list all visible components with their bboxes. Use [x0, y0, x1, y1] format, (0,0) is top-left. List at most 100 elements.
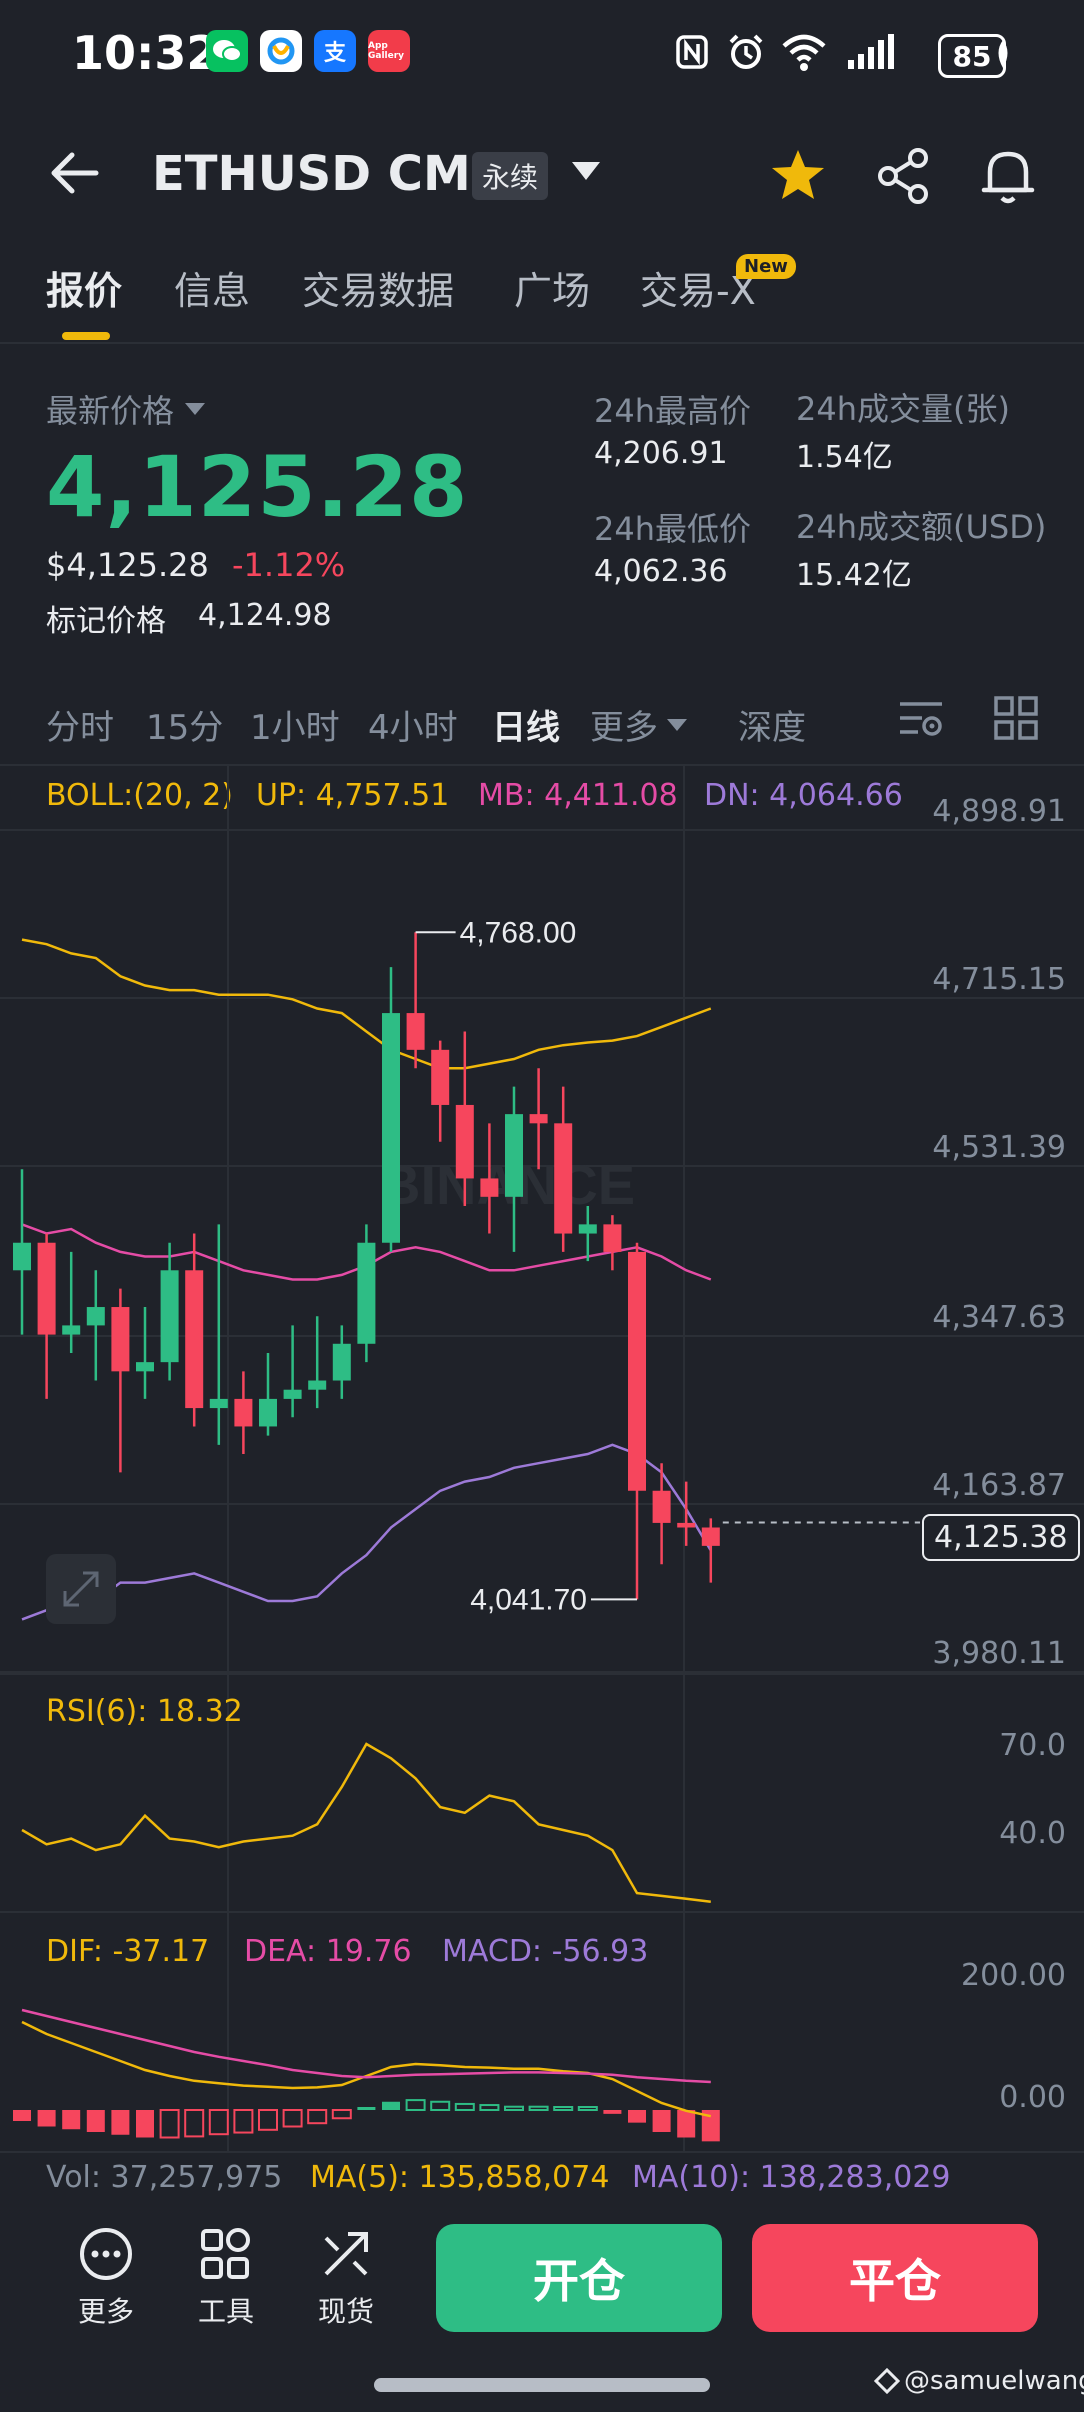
- macd-histogram-bar: [111, 2110, 130, 2135]
- mark-price-value: 4,124.98: [198, 598, 332, 633]
- macd-histogram-bar: [405, 2099, 426, 2112]
- macd-histogram-bar: [603, 2110, 622, 2114]
- last-price-value: 4,125.28: [46, 438, 469, 536]
- candle-body: [332, 1343, 351, 1381]
- credit-text: @samuelwang: [904, 2366, 1084, 2396]
- vol-contracts-value: 1.54亿: [796, 440, 893, 475]
- more-tool-button[interactable]: 更多: [56, 2226, 156, 2330]
- interval-more-label: 更多: [590, 708, 658, 748]
- macd-value-label: MACD: -56.93: [442, 1934, 649, 1969]
- macd-histogram-bar: [677, 2110, 696, 2138]
- interval-more[interactable]: 更多: [590, 700, 688, 749]
- macd-dea-label: DEA: 19.76: [244, 1934, 412, 1969]
- macd-histogram-bar: [86, 2110, 105, 2132]
- tools-label: 工具: [197, 2295, 254, 2328]
- candle-body: [209, 1398, 228, 1409]
- usd-price: $4,125.28: [46, 546, 209, 584]
- share-icon[interactable]: [876, 148, 932, 208]
- macd-histogram-bar: [307, 2109, 328, 2125]
- candle-body: [37, 1242, 56, 1335]
- caret-down-icon: [185, 403, 206, 415]
- tab-trading-data[interactable]: 交易数据: [302, 269, 455, 313]
- swap-arrows-icon: [324, 2232, 368, 2276]
- macd-histogram-bar: [479, 2104, 500, 2112]
- current-price-tag: 4,125.38: [922, 1514, 1080, 1561]
- candle-body: [308, 1380, 327, 1390]
- macd-panel: [13, 2008, 720, 2142]
- favorite-star-icon[interactable]: [770, 148, 826, 206]
- interval-depth[interactable]: 深度: [738, 708, 806, 748]
- more-tool-label: 更多: [77, 2295, 134, 2328]
- high-24h-label: 24h最高价: [594, 392, 752, 430]
- indicator-settings-icon[interactable]: [898, 698, 944, 744]
- vol-contracts-label: 24h成交量(张): [796, 390, 1010, 428]
- candle-body: [259, 1398, 277, 1427]
- tab-quote[interactable]: 报价: [46, 269, 123, 313]
- caret-down-icon: [667, 718, 687, 731]
- close-position-button[interactable]: 平仓: [752, 2224, 1038, 2332]
- boll-up-value: UP: 4,757.51: [256, 778, 450, 813]
- interval-divider: [0, 764, 1084, 766]
- candle-body: [455, 1104, 474, 1179]
- boll-dn-line: [21, 1443, 712, 1621]
- tabs-divider: [0, 342, 1084, 344]
- macd-histogram-bar: [357, 2107, 376, 2110]
- interval-1h[interactable]: 1小时: [250, 708, 340, 748]
- kline-chart[interactable]: BINANCE 4,768.004,041.70: [0, 764, 1084, 2154]
- macd-histogram-bar: [577, 2106, 598, 2111]
- macd-histogram-bar: [208, 2109, 229, 2136]
- boll-mb-value: MB: 4,411.08: [478, 778, 678, 813]
- macd-dea-line: [21, 2008, 711, 2084]
- credit-watermark: @samuelwang: [874, 2366, 1084, 2396]
- home-indicator[interactable]: [374, 2378, 710, 2392]
- back-button[interactable]: [46, 148, 102, 202]
- boll-up-line: [21, 938, 712, 1070]
- macd-histogram-bar: [628, 2110, 646, 2123]
- wifi-icon: [780, 32, 828, 76]
- mark-price-label: 标记价格: [46, 604, 166, 639]
- candle-body: [283, 1389, 302, 1399]
- candle-body: [431, 1049, 450, 1105]
- macd-histogram-bar: [62, 2110, 81, 2130]
- signal-icon: [846, 34, 894, 74]
- macd-histogram-bar: [430, 2100, 451, 2111]
- binance-logo-icon: [874, 2368, 900, 2394]
- max-price-annotation: 4,768.00: [460, 916, 577, 949]
- symbol-title[interactable]: ETHUSD CM: [152, 146, 471, 202]
- low-24h-value: 4,062.36: [594, 554, 728, 589]
- price-axis-label: 4,715.15: [932, 962, 1066, 997]
- tab-square[interactable]: 广场: [514, 269, 591, 313]
- main-tabs: 报价 信息 交易数据 广场 交易-X: [46, 260, 1084, 320]
- macd-axis-label: 0.00: [999, 2080, 1066, 2115]
- candle-body: [62, 1325, 81, 1335]
- interval-4h[interactable]: 4小时: [368, 708, 458, 748]
- interval-15m[interactable]: 15分: [146, 708, 224, 748]
- last-price-selector[interactable]: 最新价格: [46, 386, 206, 432]
- low-24h-label: 24h最低价: [594, 510, 752, 548]
- macd-histogram-bar: [331, 2109, 352, 2120]
- alipay-icon: 支: [314, 30, 356, 72]
- tab-info[interactable]: 信息: [174, 269, 251, 313]
- fullscreen-button[interactable]: [46, 1554, 116, 1624]
- contract-type-tag: 永续: [472, 152, 549, 200]
- app-gallery-icon: App Gallery: [368, 30, 410, 72]
- layout-grid-icon[interactable]: [994, 696, 1038, 744]
- open-position-button[interactable]: 开仓: [436, 2224, 722, 2332]
- interval-time[interactable]: 分时: [46, 708, 114, 748]
- macd-histogram-bar: [159, 2109, 180, 2139]
- interval-1d[interactable]: 日线: [492, 708, 560, 748]
- macd-histogram-bar: [37, 2110, 56, 2127]
- tools-button[interactable]: 工具: [176, 2226, 276, 2330]
- macd-histogram-bar: [652, 2110, 671, 2132]
- macd-histogram-bar: [13, 2110, 31, 2121]
- notification-bell-icon[interactable]: [980, 146, 1036, 210]
- wechat-icon: [206, 30, 248, 72]
- rsi-axis-label: 40.0: [999, 1816, 1066, 1851]
- symbol-dropdown-caret[interactable]: [570, 160, 602, 186]
- chart-grid: [0, 764, 1084, 2153]
- macd-histogram-bar: [136, 2110, 154, 2138]
- new-badge: New: [736, 254, 796, 279]
- volume-label: Vol: 37,257,975: [46, 2160, 283, 2195]
- candle-body: [111, 1307, 130, 1372]
- spot-button[interactable]: 现货: [296, 2226, 396, 2330]
